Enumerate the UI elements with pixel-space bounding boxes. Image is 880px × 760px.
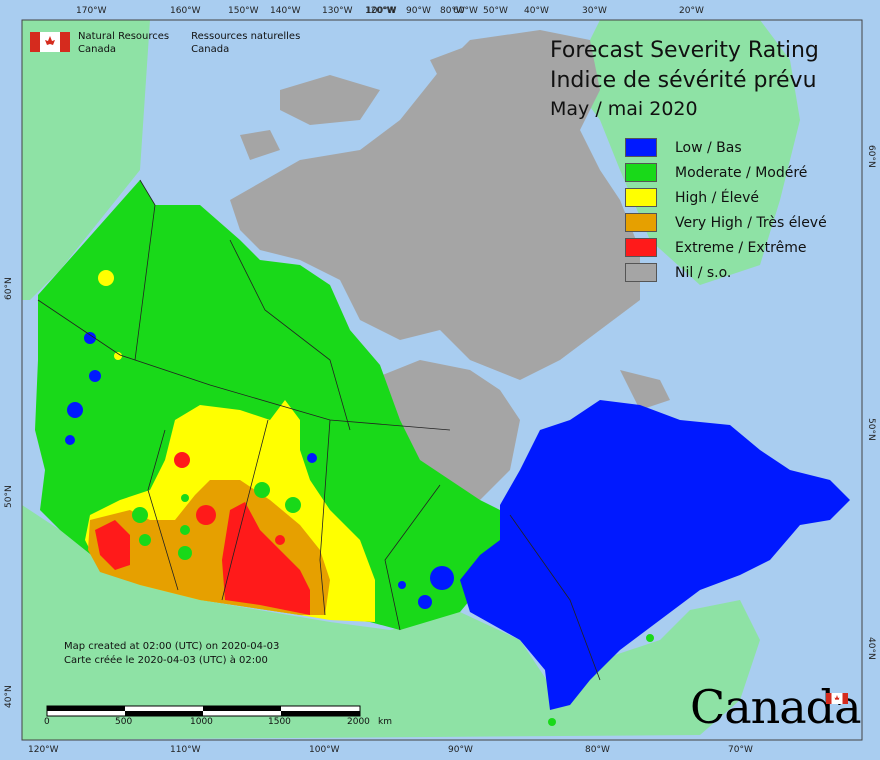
wordmark-flag-icon	[826, 693, 848, 704]
spot-markers	[65, 270, 654, 726]
legend-label: High / Élevé	[675, 189, 760, 206]
agency-fr-line2: Canada	[191, 44, 230, 55]
right-tick-label: 50°N	[866, 418, 876, 441]
top-tick-label: 90°W	[406, 6, 431, 16]
right-tick-label: 40°N	[866, 637, 876, 660]
legend-item: Nil / s.o.	[625, 260, 827, 285]
scale-bar: 0 500 1000 1500 2000 km	[40, 703, 400, 733]
legend-swatch	[625, 213, 657, 232]
agency-header: Natural Resources Canada Ressources natu…	[30, 30, 322, 56]
bottom-tick-label: 120°W	[28, 745, 59, 755]
legend-item: Moderate / Modéré	[625, 160, 827, 185]
top-tick-label: 120°W	[365, 6, 396, 16]
scale-label-0: 0	[44, 717, 50, 727]
scale-label-2000: 2000	[347, 717, 370, 727]
canada-flag-icon	[30, 32, 70, 52]
canada-wordmark: Canada	[690, 680, 862, 734]
top-tick-label: 170°W	[76, 6, 107, 16]
legend-swatch	[625, 138, 657, 157]
legend-swatch	[625, 238, 657, 257]
title-date: May / mai 2020	[550, 98, 698, 120]
legend-label: Extreme / Extrême	[675, 239, 807, 256]
arctic-islands	[230, 30, 670, 500]
bottom-tick-label: 90°W	[448, 745, 473, 755]
title-french: Indice de sévérité prévu	[550, 68, 817, 93]
agency-fr-line1: Ressources naturelles	[191, 31, 301, 42]
left-tick-label: 40°N	[4, 685, 14, 708]
legend-item: Very High / Très élevé	[625, 210, 827, 235]
legend-label: Low / Bas	[675, 139, 742, 156]
legend-item: Low / Bas	[625, 135, 827, 160]
severity-legend: Low / Bas Moderate / Modéré High / Élevé Ve…	[625, 135, 827, 285]
scale-label-1500: 1500	[268, 717, 291, 727]
agency-french: Ressources naturelles Canada	[191, 30, 300, 56]
map-created-fr: Carte créée le 2020-04-03 (UTC) à 02:00	[64, 655, 268, 666]
agency-english: Natural Resources Canada	[78, 30, 169, 56]
map-created-note: Map created at 02:00 (UTC) on 2020-04-03…	[64, 640, 279, 668]
map-border	[21, 19, 863, 741]
scale-label-1000: 1000	[190, 717, 213, 727]
map-created-en: Map created at 02:00 (UTC) on 2020-04-03	[64, 641, 280, 652]
province-boundaries	[37, 179, 601, 681]
legend-item: Extreme / Extrême	[625, 235, 827, 260]
legend-swatch	[625, 163, 657, 182]
agency-en-line2: Canada	[78, 44, 117, 55]
top-tick-label: 30°W	[582, 6, 607, 16]
top-tick-label: 150°W	[228, 6, 259, 16]
greenland-land	[570, 20, 800, 285]
legend-label: Moderate / Modéré	[675, 164, 808, 181]
top-tick-label: 20°W	[679, 6, 704, 16]
legend-swatch	[625, 263, 657, 282]
top-tick-label: 160°W	[170, 6, 201, 16]
legend-label: Nil / s.o.	[675, 264, 732, 281]
alaska-land	[22, 20, 150, 300]
right-tick-label: 60°N	[866, 145, 876, 168]
bottom-tick-label: 100°W	[309, 745, 340, 755]
left-tick-label: 60°N	[4, 277, 14, 300]
scale-bar-graphic	[46, 705, 361, 717]
top-tick-label: 100°W	[366, 6, 397, 16]
low-zone-east	[460, 400, 850, 710]
scale-unit: km	[378, 717, 392, 727]
top-tick-label: 80°W	[440, 6, 465, 16]
map-title: Forecast Severity Rating Indice de sévér…	[550, 36, 819, 122]
title-english: Forecast Severity Rating	[550, 38, 819, 63]
extreme-zones	[95, 452, 310, 615]
agency-en-line1: Natural Resources	[78, 31, 170, 42]
legend-label: Very High / Très élevé	[675, 214, 827, 231]
left-tick-label: 50°N	[4, 485, 14, 508]
bottom-tick-label: 70°W	[728, 745, 753, 755]
usa-land	[22, 505, 760, 740]
legend-swatch	[625, 188, 657, 207]
top-tick-label: 140°W	[270, 6, 301, 16]
top-tick-label: 40°W	[524, 6, 549, 16]
legend-item: High / Élevé	[625, 185, 827, 210]
top-tick-label: 60°W	[453, 6, 478, 16]
top-tick-label: 130°W	[322, 6, 353, 16]
bottom-tick-label: 80°W	[585, 745, 610, 755]
bottom-tick-label: 110°W	[170, 745, 201, 755]
scale-label-500: 500	[115, 717, 133, 727]
top-tick-label: 50°W	[483, 6, 508, 16]
